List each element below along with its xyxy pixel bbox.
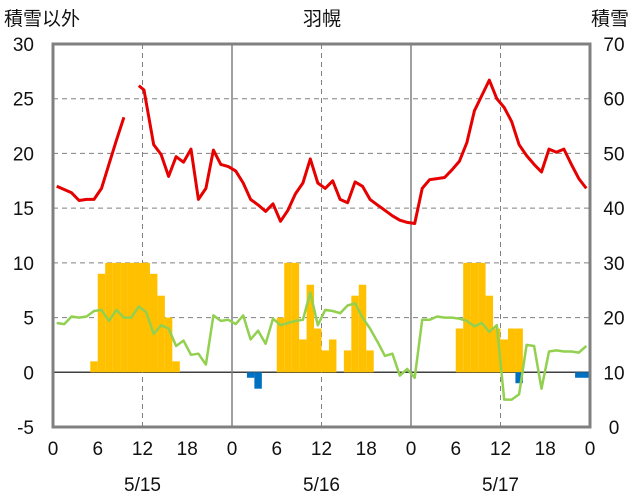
- y-right-tick-label: 70: [603, 35, 624, 56]
- bar: [328, 339, 337, 373]
- chart-title: 羽幌: [303, 8, 341, 30]
- bar: [284, 262, 292, 373]
- y-left-tick-label: 25: [13, 90, 34, 111]
- bar: [276, 317, 285, 373]
- x-tick-label: 0: [227, 439, 238, 460]
- y-left-tick-label: 20: [13, 144, 34, 165]
- x-tick-label: 12: [490, 439, 511, 460]
- x-tick-label: 0: [48, 439, 59, 460]
- bar: [575, 372, 583, 378]
- y-right-tick-label: 10: [603, 363, 624, 384]
- x-tick-label: 0: [406, 439, 417, 460]
- day-label: 5/16: [303, 475, 340, 496]
- bar: [254, 372, 262, 389]
- y-left-tick-label: 10: [13, 254, 34, 275]
- bar: [164, 317, 173, 373]
- y-right-tick-label: 30: [603, 254, 624, 275]
- series-line-red: [56, 116, 126, 202]
- bar: [463, 262, 471, 373]
- bar: [291, 262, 300, 373]
- plot-frame: [51, 42, 592, 429]
- bar: [299, 339, 307, 373]
- bar: [358, 284, 367, 373]
- bar: [366, 350, 374, 373]
- bar: [515, 328, 523, 373]
- y-left-tick-label: -5: [17, 418, 34, 439]
- series-line-green: [56, 291, 588, 401]
- x-tick-label: 18: [535, 439, 556, 460]
- x-tick-label: 6: [92, 439, 103, 460]
- y-right-tick-label: 20: [603, 309, 624, 330]
- bar: [306, 284, 315, 373]
- x-tick-label: 18: [177, 439, 198, 460]
- bar: [343, 350, 352, 373]
- y-right-tick-label: 60: [603, 90, 624, 111]
- x-tick-label: 12: [311, 439, 332, 460]
- bar: [478, 262, 486, 373]
- y-right-tick-label: 50: [603, 144, 624, 165]
- bar: [351, 295, 359, 373]
- day-label: 5/17: [482, 475, 519, 496]
- x-tick-label: 12: [132, 439, 153, 460]
- day-label: 5/15: [124, 475, 161, 496]
- left-axis-title: 積雪以外: [4, 8, 80, 30]
- y-left-tick-label: 15: [13, 199, 34, 220]
- bar: [112, 262, 121, 373]
- bar: [172, 361, 180, 373]
- bar: [582, 372, 590, 378]
- x-tick-label: 18: [356, 439, 377, 460]
- bar: [246, 372, 255, 378]
- bar: [157, 295, 165, 373]
- x-tick-label: 6: [450, 439, 461, 460]
- bar: [314, 328, 322, 373]
- bar: [493, 328, 501, 373]
- x-tick-label: 6: [271, 439, 282, 460]
- y-right-tick-label: 40: [603, 199, 624, 220]
- bar: [149, 273, 158, 373]
- bar: [142, 262, 150, 373]
- y-left-tick-label: 5: [23, 309, 34, 330]
- y-left-tick-label: 0: [23, 363, 34, 384]
- bar: [485, 295, 494, 373]
- bar: [105, 262, 113, 373]
- bar: [135, 262, 143, 373]
- x-tick-label: 0: [585, 439, 596, 460]
- y-left-tick-label: 30: [13, 35, 34, 56]
- bar: [507, 328, 516, 373]
- bar: [90, 361, 98, 373]
- bar: [321, 350, 329, 373]
- series-line-red: [137, 78, 588, 225]
- bar: [455, 328, 464, 373]
- bar: [97, 273, 106, 373]
- bar: [500, 339, 508, 373]
- bar: [470, 262, 479, 373]
- bar: [515, 372, 523, 384]
- y-right-tick-label: 0: [609, 418, 620, 439]
- right-axis-title: 積雪: [591, 8, 629, 30]
